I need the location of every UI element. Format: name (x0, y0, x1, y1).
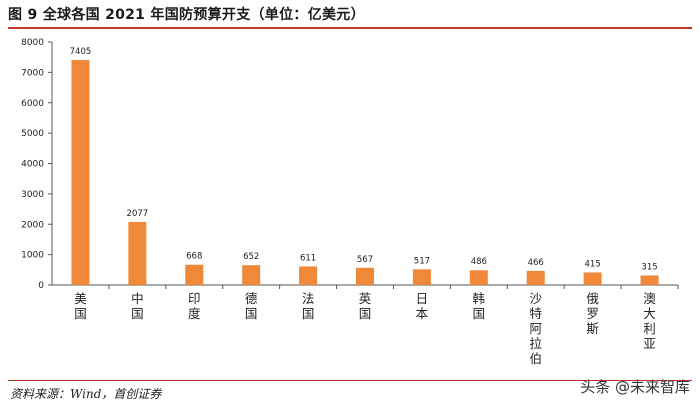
data-label: 466 (528, 258, 544, 268)
x-tick-label: 韩国 (473, 291, 486, 321)
bar-10 (583, 272, 602, 285)
data-label: 315 (641, 262, 657, 272)
y-tick-label: 5000 (21, 129, 44, 139)
y-tick-label: 1000 (21, 251, 44, 261)
y-tick-label: 8000 (21, 38, 44, 48)
watermark-text: 头条 @未来智库 (580, 378, 690, 396)
bar-1 (71, 60, 90, 286)
y-tick-label: 3000 (21, 190, 44, 200)
watermark: 头条 @未来智库 (580, 376, 690, 397)
x-tick-label: 俄罗斯 (586, 291, 599, 336)
bar-8 (469, 270, 488, 285)
data-label: 611 (300, 253, 316, 263)
x-tick-label: 德国 (245, 291, 258, 321)
data-label: 668 (186, 252, 202, 262)
x-tick-label: 法国 (302, 291, 315, 321)
bar-chart: 0 1000 2000 3000 4000 5000 6000 7000 8000 7405 美国 2… (21, 38, 679, 366)
bar-3 (185, 264, 204, 285)
y-tick-label: 2000 (21, 220, 44, 230)
data-label: 567 (357, 255, 373, 265)
data-label: 652 (243, 252, 259, 262)
data-label: 2077 (127, 209, 149, 219)
chart-title: 图 9 全球各国 2021 年国防预算开支（单位：亿美元） (8, 7, 365, 23)
data-label: 517 (414, 256, 430, 266)
x-tick-label: 沙特阿拉伯 (529, 291, 542, 366)
y-tick-label: 0 (38, 281, 44, 291)
bar-9 (526, 270, 545, 285)
x-tick-label: 澳大利亚 (643, 291, 656, 351)
bar-5 (299, 266, 318, 285)
bar-7 (412, 269, 431, 285)
y-tick-label: 4000 (21, 160, 44, 170)
title-divider (8, 27, 692, 29)
data-label: 7405 (70, 47, 92, 57)
x-tick-label: 印度 (188, 291, 201, 321)
x-tick-label: 美国 (74, 291, 87, 321)
bar-4 (242, 265, 261, 285)
x-tick-label: 日本 (416, 291, 429, 321)
data-label: 415 (585, 259, 601, 269)
bar-6 (356, 267, 374, 285)
x-tick-label: 中国 (131, 291, 144, 321)
source-divider (8, 380, 692, 381)
x-tick-label: 英国 (359, 291, 372, 321)
bar-2 (128, 221, 147, 285)
data-label: 486 (471, 257, 487, 267)
y-tick-label: 7000 (21, 68, 44, 78)
bar-11 (640, 275, 659, 285)
source-note: 资料来源：Wind，首创证券 (10, 387, 162, 401)
figure-title-bar: 图 9 全球各国 2021 年国防预算开支（单位：亿美元） (8, 2, 692, 29)
y-tick-label: 6000 (21, 99, 44, 109)
